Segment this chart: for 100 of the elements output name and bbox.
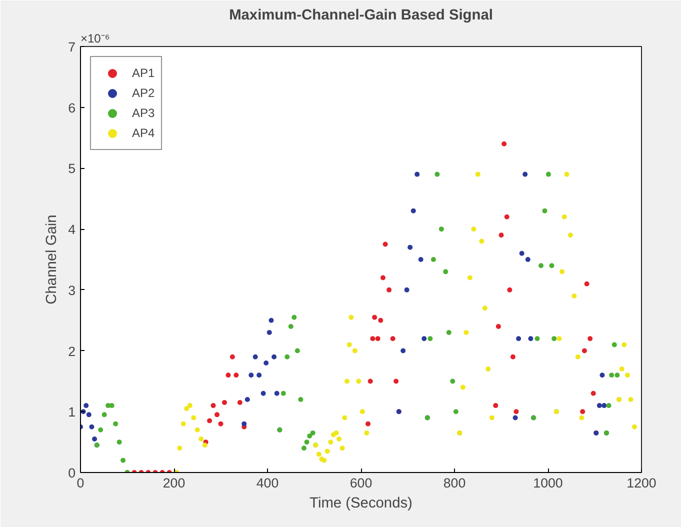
point xyxy=(528,336,534,342)
point xyxy=(514,409,519,414)
point xyxy=(568,232,573,238)
point xyxy=(292,314,297,320)
point xyxy=(234,372,239,378)
point xyxy=(294,348,300,354)
point xyxy=(360,409,365,414)
point xyxy=(510,354,516,360)
point xyxy=(120,458,126,463)
point xyxy=(378,318,384,323)
point xyxy=(572,294,577,299)
point xyxy=(284,354,290,360)
point xyxy=(256,372,262,378)
point xyxy=(588,336,593,342)
point xyxy=(344,378,350,384)
y-tick-label: 4 xyxy=(68,222,76,238)
point xyxy=(266,330,272,336)
point xyxy=(366,421,371,426)
point xyxy=(560,269,565,274)
point xyxy=(624,372,630,378)
point xyxy=(307,433,312,438)
point xyxy=(434,172,440,177)
point xyxy=(375,336,380,342)
point xyxy=(84,403,89,408)
point xyxy=(464,330,469,336)
point xyxy=(438,226,444,232)
legend-label: AP2 xyxy=(132,86,155,100)
point xyxy=(342,415,348,420)
point xyxy=(346,342,352,348)
point xyxy=(301,446,306,451)
point xyxy=(612,342,617,348)
point xyxy=(274,390,280,396)
point xyxy=(580,409,586,414)
point xyxy=(512,415,518,420)
point xyxy=(102,412,107,418)
point xyxy=(202,442,208,448)
point xyxy=(579,415,584,420)
point xyxy=(482,306,488,311)
point xyxy=(180,421,186,426)
point xyxy=(177,446,182,451)
point xyxy=(606,403,612,408)
x-tick-label: 400 xyxy=(256,476,279,490)
point xyxy=(207,418,212,424)
y-tick-label: 1 xyxy=(68,404,76,420)
point xyxy=(322,458,327,463)
point xyxy=(268,318,274,323)
x-tick-label: 1000 xyxy=(533,476,563,490)
point xyxy=(98,427,104,432)
point xyxy=(628,396,634,402)
point xyxy=(493,403,498,408)
point xyxy=(564,172,570,177)
point xyxy=(404,287,410,292)
point xyxy=(210,403,216,408)
point xyxy=(214,412,220,418)
point xyxy=(328,440,334,445)
point xyxy=(226,372,231,378)
point xyxy=(280,390,286,396)
point xyxy=(230,354,235,360)
point xyxy=(288,324,294,329)
point xyxy=(453,409,458,414)
point xyxy=(414,172,420,177)
point xyxy=(534,336,540,342)
legend-label: AP4 xyxy=(132,126,155,140)
point xyxy=(86,412,92,418)
point xyxy=(324,448,330,454)
point xyxy=(590,390,596,396)
point xyxy=(218,421,224,426)
y-tick-label: 5 xyxy=(68,161,76,176)
point xyxy=(352,348,358,354)
y-tick-label: 0 xyxy=(68,466,76,480)
point xyxy=(632,424,637,430)
point xyxy=(450,378,456,384)
point xyxy=(428,336,433,342)
point xyxy=(556,336,562,342)
text: ×10⁻⁶ xyxy=(80,32,110,46)
point xyxy=(222,400,227,406)
point xyxy=(336,436,342,442)
point xyxy=(310,430,316,436)
point xyxy=(244,396,250,402)
x-tick-label: 800 xyxy=(443,476,466,490)
point xyxy=(609,372,614,378)
point xyxy=(479,238,484,244)
point xyxy=(614,372,620,378)
point xyxy=(584,281,590,286)
x-tick-label: 1200 xyxy=(626,476,656,490)
point xyxy=(187,403,192,408)
point xyxy=(538,263,544,268)
point xyxy=(486,366,491,372)
point xyxy=(525,257,530,262)
point xyxy=(622,342,627,348)
point xyxy=(340,446,345,451)
y-axis-title: Channel Gain xyxy=(44,214,60,304)
point xyxy=(237,400,242,406)
point xyxy=(298,396,304,402)
point xyxy=(191,415,196,420)
y-tick-label: 6 xyxy=(68,100,76,116)
point xyxy=(348,314,354,320)
point xyxy=(516,336,522,342)
point xyxy=(460,384,466,390)
point xyxy=(467,275,472,280)
